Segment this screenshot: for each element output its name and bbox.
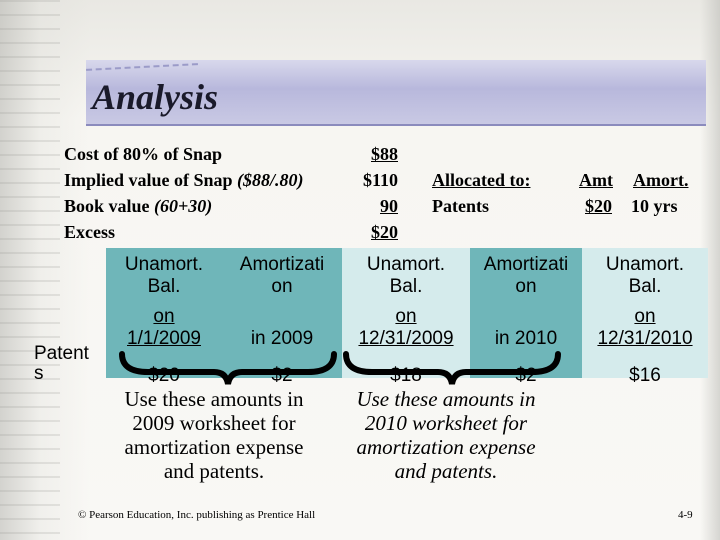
calc-row-2-value: $110 (362, 170, 398, 190)
allocated-header: Allocated to: (432, 170, 531, 190)
calc-row-4-label: Excess (64, 222, 115, 242)
slide-title: Analysis (92, 77, 219, 117)
amort-header: Amort. (633, 170, 689, 190)
col-2-bg (222, 248, 342, 378)
title-band (86, 60, 706, 126)
col-5-header: Unamort. Bal. on 12/31/2010 (597, 254, 693, 349)
note-2009: Use these amounts in 2009 worksheet for … (124, 387, 304, 483)
calc-row-2-label: Implied value of Snap ($88/.80) (64, 170, 304, 190)
amt-header: Amt (579, 170, 613, 190)
calc-row-1-label: Cost of 80% of Snap (64, 144, 223, 164)
amt-value: $20 (585, 196, 612, 216)
calc-row-4-value: $20 (371, 222, 398, 242)
allocated-item: Patents (432, 196, 489, 216)
calc-row-3-label: Book value (60+30) (64, 196, 213, 216)
calc-row-3-value: 90 (380, 196, 398, 216)
col-4-bg (470, 248, 582, 378)
col-3-header: Unamort. Bal. on 12/31/2009 (358, 254, 454, 349)
note-2010: Use these amounts in 2010 worksheet for … (356, 387, 536, 483)
col-4-header: Amortizati on in 2010 (483, 254, 569, 349)
row-label-patents: Patent s (34, 343, 89, 384)
col-2-header: Amortizati on in 2009 (239, 254, 325, 349)
col-3-bg (342, 248, 470, 378)
col-1-header: Unamort. Bal. on 1/1/2009 (124, 254, 204, 349)
amort-value: 10 yrs (631, 196, 678, 216)
slide-number: 4-9 (678, 509, 693, 521)
right-edge-shadow (700, 0, 720, 540)
right-brace (343, 351, 561, 385)
footer-copyright: © Pearson Education, Inc. publishing as … (78, 509, 316, 521)
calc-row-1-value: $88 (371, 144, 398, 164)
col-1-bg (106, 248, 222, 378)
col-5-bg (582, 248, 708, 378)
col-5-value: $16 (629, 365, 661, 386)
building-stripes (0, 0, 60, 540)
left-brace (119, 351, 337, 385)
